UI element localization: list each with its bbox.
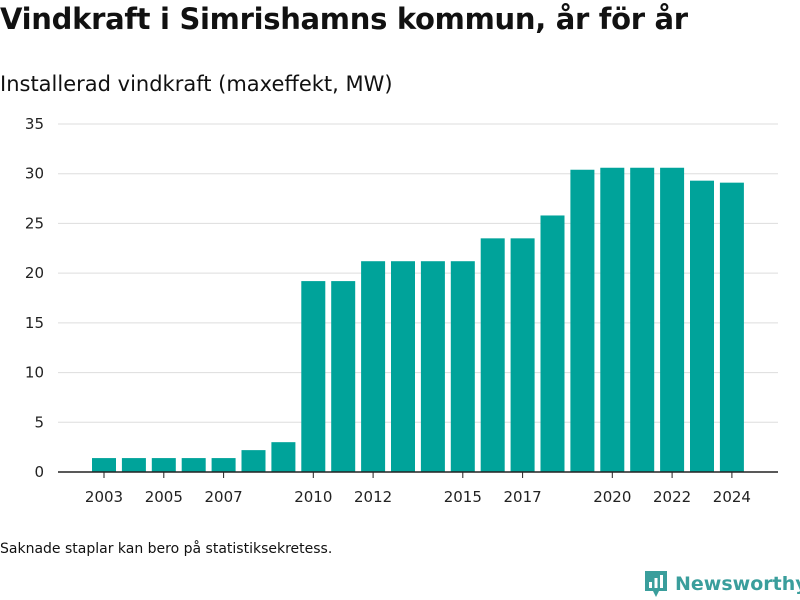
bar-2021[interactable] [630, 167, 655, 472]
y-tick-label: 35 [25, 115, 44, 133]
chart-subtitle: Installerad vindkraft (maxeffekt, MW) [0, 72, 393, 96]
y-tick-label: 30 [25, 165, 44, 183]
bar-2004[interactable] [121, 458, 146, 472]
y-tick-label: 10 [25, 364, 44, 382]
x-tick-label: 2010 [294, 488, 332, 506]
x-tick-label: 2007 [205, 488, 243, 506]
y-tick-label: 20 [25, 264, 44, 282]
x-tick-label: 2012 [354, 488, 392, 506]
x-tick-label: 2015 [444, 488, 482, 506]
bar-2005[interactable] [151, 458, 176, 472]
bar-2020[interactable] [600, 167, 625, 472]
y-axis-ticks: 0 5 10 15 20 25 30 35 [25, 115, 44, 481]
bar-2019[interactable] [570, 169, 595, 473]
gridlines [58, 123, 778, 423]
bar-2008[interactable] [241, 450, 266, 472]
newsworthy-brand[interactable]: Newsworthy [643, 569, 800, 599]
bar-2018[interactable] [540, 215, 565, 472]
x-tick-label: 2017 [504, 488, 542, 506]
x-axis-ticks: 2003 2005 2007 2010 2012 2015 2017 2020 2022 2024 [85, 472, 751, 506]
x-tick-label: 2003 [85, 488, 123, 506]
bar-2022[interactable] [660, 167, 685, 472]
bar-2015[interactable] [450, 261, 475, 472]
bars [92, 167, 744, 473]
newsworthy-logo-icon [645, 571, 667, 597]
bar-2009[interactable] [271, 442, 296, 472]
bar-2003[interactable] [92, 458, 116, 472]
x-tick-label: 2022 [653, 488, 691, 506]
y-tick-label: 5 [34, 413, 44, 431]
x-tick-label: 2005 [145, 488, 183, 506]
bar-2023[interactable] [690, 180, 714, 472]
bar-2006[interactable] [181, 458, 206, 472]
x-tick-label: 2024 [713, 488, 751, 506]
bar-2014[interactable] [420, 261, 445, 472]
y-tick-label: 25 [25, 214, 44, 232]
y-tick-label: 0 [34, 463, 44, 481]
chart-title: Vindkraft i Simrishamns kommun, år för å… [0, 2, 688, 36]
bar-2013[interactable] [391, 261, 415, 472]
bar-2011[interactable] [331, 281, 356, 472]
bar-2010[interactable] [301, 281, 326, 472]
y-tick-label: 15 [25, 314, 44, 332]
x-tick-label: 2020 [593, 488, 631, 506]
bar-2016[interactable] [480, 238, 505, 472]
bar-2007[interactable] [211, 458, 236, 472]
bar-2017[interactable] [510, 238, 535, 472]
bar-2024[interactable] [719, 182, 744, 473]
brand-name: Newsworthy [675, 573, 800, 595]
bar-2012[interactable] [361, 261, 386, 472]
footnote: Saknade staplar kan bero på statistiksek… [0, 541, 333, 557]
